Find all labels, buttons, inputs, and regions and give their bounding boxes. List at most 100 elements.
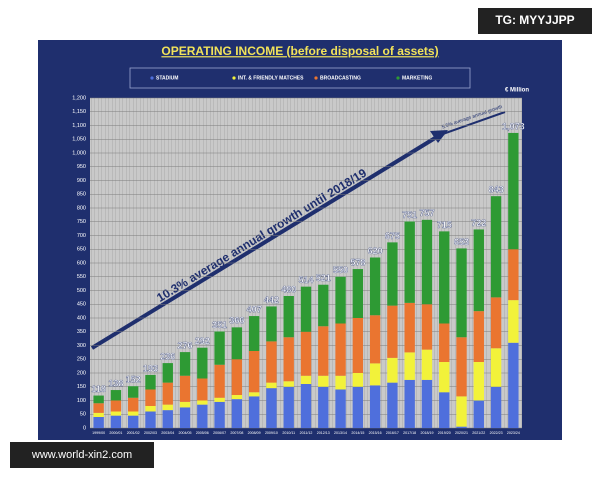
bar-segment bbox=[335, 389, 346, 428]
bar-segment bbox=[266, 341, 277, 383]
bar-segment bbox=[283, 386, 294, 428]
bar-segment bbox=[128, 415, 139, 428]
bar-segment bbox=[93, 412, 104, 417]
y-tick-label: 900 bbox=[77, 178, 86, 184]
bar-segment bbox=[145, 389, 156, 406]
bar-segment bbox=[214, 397, 225, 402]
x-tick-label: 2014/15 bbox=[351, 431, 364, 435]
watermark-bottom: www.world-xin2.com bbox=[31, 449, 132, 461]
legend-label: STADIUM bbox=[156, 75, 178, 81]
bar-segment bbox=[490, 386, 502, 428]
y-unit: € Million bbox=[505, 88, 529, 94]
legend-label: INT. & FRIENDLY MATCHES bbox=[238, 75, 304, 81]
bar-segment bbox=[283, 337, 294, 382]
total-label: 193 bbox=[143, 363, 158, 373]
bar-segment bbox=[110, 400, 122, 412]
total-label: 757 bbox=[419, 208, 434, 218]
y-tick-label: 800 bbox=[77, 205, 86, 211]
bar-segment bbox=[473, 229, 484, 312]
bar-segment bbox=[179, 407, 191, 428]
bar-segment bbox=[283, 296, 294, 338]
bar-segment bbox=[300, 384, 312, 428]
bar-segment bbox=[508, 342, 519, 428]
x-tick-label: 2020/21 bbox=[455, 431, 468, 435]
total-label: 715 bbox=[437, 220, 452, 230]
bar-segment bbox=[300, 331, 312, 376]
y-tick-label: 1,150 bbox=[72, 109, 86, 115]
bar-segment bbox=[404, 352, 415, 380]
legend-marker bbox=[232, 76, 236, 80]
bar-segment bbox=[162, 404, 173, 411]
total-label: 351 bbox=[212, 320, 227, 330]
bar-segment bbox=[110, 415, 122, 428]
bar-segment bbox=[456, 337, 467, 397]
bar-segment bbox=[369, 257, 381, 316]
bar-segment bbox=[387, 242, 398, 306]
bar-segment bbox=[369, 385, 381, 428]
bar-segment bbox=[162, 382, 173, 405]
y-tick-label: 0 bbox=[83, 425, 86, 431]
total-label: 276 bbox=[178, 340, 193, 350]
y-tick-label: 500 bbox=[77, 288, 86, 294]
bar-segment bbox=[145, 374, 156, 390]
y-tick-label: 950 bbox=[77, 164, 86, 170]
bar-segment bbox=[283, 381, 294, 387]
bar-segment bbox=[335, 276, 346, 324]
bar-segment bbox=[508, 249, 519, 301]
total-label: 843 bbox=[489, 185, 504, 195]
bar-segment bbox=[231, 327, 243, 360]
growth-arrow-2 bbox=[439, 111, 506, 136]
legend-marker bbox=[396, 76, 400, 80]
bar-segment bbox=[197, 378, 208, 401]
total-label: 138 bbox=[108, 378, 123, 388]
total-label: 722 bbox=[471, 218, 486, 228]
x-tick-label: 2018/19 bbox=[420, 431, 433, 435]
bar-segment bbox=[352, 373, 364, 387]
x-tick-label: 2001/02 bbox=[127, 431, 140, 435]
bar-segment bbox=[387, 382, 398, 428]
y-tick-label: 1,100 bbox=[72, 123, 86, 129]
bar-segment bbox=[300, 375, 312, 384]
bar-segment bbox=[456, 396, 467, 427]
bar-segment bbox=[145, 406, 156, 412]
y-tick-label: 450 bbox=[77, 302, 86, 308]
total-label: 514 bbox=[298, 275, 313, 285]
bar-segment bbox=[197, 347, 208, 379]
watermark-box bbox=[478, 8, 592, 34]
bar-segment bbox=[456, 426, 467, 428]
bar-segment bbox=[369, 363, 381, 386]
x-tick-label: 2005/06 bbox=[196, 431, 209, 435]
legend-marker bbox=[314, 76, 318, 80]
total-label: 152 bbox=[126, 375, 141, 385]
bar-segment bbox=[179, 352, 191, 376]
total-label: 292 bbox=[195, 336, 210, 346]
total-label: 236 bbox=[160, 351, 175, 361]
x-tick-label: 2000/01 bbox=[109, 431, 122, 435]
bar-segment bbox=[162, 410, 173, 428]
x-tick-label: 2009/10 bbox=[265, 431, 278, 435]
x-tick-label: 2023/24 bbox=[507, 431, 520, 435]
bar-segment bbox=[214, 364, 225, 398]
bar-segment bbox=[128, 411, 139, 416]
total-label: 550 bbox=[333, 265, 348, 275]
bar-segment bbox=[266, 382, 277, 389]
bar-segment bbox=[352, 269, 364, 318]
bar-segment bbox=[473, 362, 484, 401]
x-tick-label: 2007/08 bbox=[230, 431, 243, 435]
bar-segment bbox=[93, 417, 104, 428]
x-tick-label: 2002/03 bbox=[144, 431, 157, 435]
bar-segment bbox=[318, 386, 329, 428]
watermark-box bbox=[10, 442, 154, 468]
total-label: 653 bbox=[454, 237, 469, 247]
x-tick-label: 2010/11 bbox=[282, 431, 295, 435]
y-tick-label: 300 bbox=[77, 343, 86, 349]
y-tick-label: 50 bbox=[80, 412, 86, 418]
bar-segment bbox=[266, 306, 277, 342]
bar-segment bbox=[231, 359, 243, 395]
bar-segment bbox=[248, 396, 260, 428]
total-label: 751 bbox=[402, 210, 417, 220]
bar-segment bbox=[387, 305, 398, 358]
bar-segment bbox=[197, 404, 208, 428]
x-tick-label: 2016/17 bbox=[386, 431, 399, 435]
